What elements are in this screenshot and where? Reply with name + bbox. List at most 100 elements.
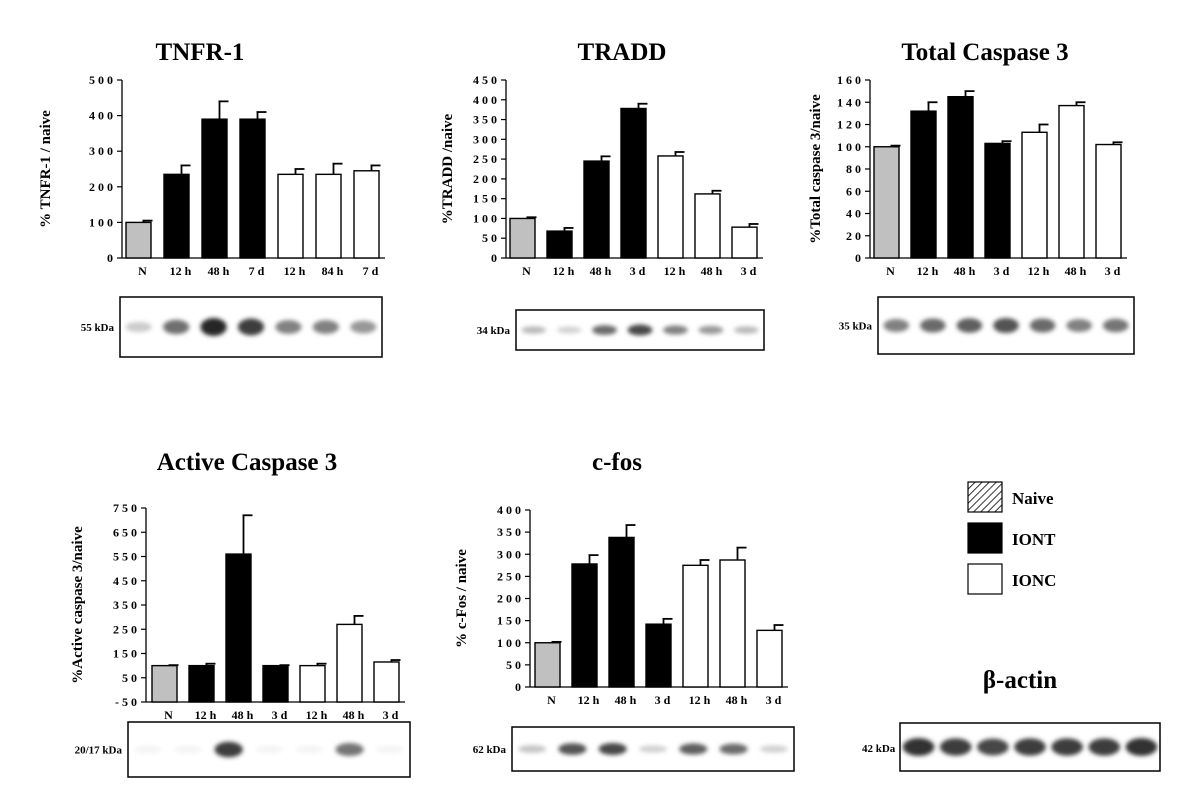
panel-2-ytick-label: 3 0 0 — [473, 132, 497, 146]
panel-1-blot-band — [312, 320, 339, 334]
panel-3-blot-label: 35 kDa — [839, 321, 873, 333]
panel-1-bar-3 — [201, 118, 228, 259]
panel-3-ytick-label: 1 0 0 — [837, 140, 861, 154]
panel-1-blot-band — [275, 320, 302, 334]
panel-4: Active Caspase 3 %Active caspase 3/naive -… — [70, 449, 411, 778]
panel-4-ytick-label: 2 5 0 — [113, 622, 137, 636]
panel-2-bar-7 — [731, 226, 758, 259]
panel-2-blot-band — [592, 325, 617, 335]
actin-blot-band — [977, 738, 1009, 756]
panel-1-bar-1 — [125, 221, 152, 259]
panel-4-xtick-label-5: 12 h — [306, 708, 328, 722]
panels-group: TNFR-1 % TNFR-1 / naive 0 1 0 0 2 0 0 3 0 0 4 … — [38, 39, 1135, 778]
panel-4-title: Active Caspase 3 — [157, 449, 338, 476]
panel-3-xtick-label-2: 12 h — [917, 264, 939, 278]
panel-1-blot-band — [125, 321, 152, 333]
panel-3-blot-band — [883, 318, 910, 333]
panel-3-ylabel: %Total caspase 3/naive — [808, 94, 824, 244]
panel-5-xtick-label-2: 12 h — [578, 693, 600, 707]
panel-5-blot-label: 62 kDa — [473, 744, 507, 756]
panel-5-xtick-label-7: 3 d — [766, 693, 782, 707]
actin-blot-band — [1051, 738, 1083, 756]
panel-4-xtick-label-7: 3 d — [383, 708, 399, 722]
panel-2-bar-2 — [546, 230, 573, 259]
panel-3-bar-7 — [1095, 143, 1122, 259]
panel-4-ytick-label: 5 0 — [122, 671, 137, 685]
panel-3-blot-band — [956, 318, 983, 333]
panel-1-ytick-label: 4 0 0 — [89, 109, 113, 123]
panel-5-blot-band — [679, 743, 708, 755]
panel-4-xtick-label-3: 48 h — [232, 708, 254, 722]
panel-1-ytick-label: 3 0 0 — [89, 144, 113, 158]
panel-5-xtick-label-5: 12 h — [689, 693, 711, 707]
panel-3-bar-3 — [947, 95, 974, 259]
panel-1: TNFR-1 % TNFR-1 / naive 0 1 0 0 2 0 0 3 0 0 4 … — [38, 39, 385, 358]
panel-3-bar-1 — [873, 146, 900, 259]
actin-blot-band — [1014, 738, 1046, 756]
panel-1-blot-band — [200, 318, 227, 336]
panel-2-xtick-label-4: 3 d — [630, 264, 646, 278]
panel-1-ytick-label: 0 — [107, 251, 113, 265]
panel-1-xtick-label-4: 7 d — [249, 264, 265, 278]
panel-5-bar-3 — [608, 536, 635, 688]
panel-2-blot-band — [627, 324, 653, 336]
panel-2-ytick-label: 2 5 0 — [473, 152, 497, 166]
panel-4-blot-band — [335, 742, 364, 757]
panel-3-ytick-label: 2 0 — [846, 229, 861, 243]
panel-4-blot-label: 20/17 kDa — [75, 745, 123, 757]
panel-4-ytick-label: 4 5 0 — [113, 574, 137, 588]
panel-5-bar-4 — [645, 623, 672, 688]
panel-2-bar-6 — [694, 193, 721, 259]
panel-3-bar-5 — [1021, 131, 1048, 259]
panel-4-bar-7 — [373, 661, 400, 703]
panel-2-xtick-label-3: 48 h — [590, 264, 612, 278]
panel-3-xtick-label-7: 3 d — [1105, 264, 1121, 278]
panel-5-blot-band — [719, 743, 748, 755]
panel-4-blot-band — [295, 745, 324, 754]
panel-5-bar-6 — [719, 559, 746, 688]
panel-4-blot-band — [214, 741, 243, 758]
panel-4-bar-6 — [336, 623, 363, 703]
panel-2-ytick-label: 0 — [491, 251, 497, 265]
panel-5-ytick-label: 1 5 0 — [497, 614, 521, 628]
panel-1-xtick-label-1: N — [138, 264, 147, 278]
panel-4-bar-2 — [188, 664, 215, 703]
panel-2-ytick-label: 4 0 0 — [473, 93, 497, 107]
legend-swatch-iont — [967, 522, 1003, 554]
panel-5-xtick-label-1: N — [547, 693, 556, 707]
actin-blot-band — [939, 738, 972, 756]
panel-1-bar-4 — [239, 118, 266, 259]
panel-4-bar-5 — [299, 664, 326, 703]
panel-1-blot-band — [237, 318, 265, 336]
panel-1-xtick-label-5: 12 h — [284, 264, 306, 278]
panel-3-blot-band — [1102, 318, 1129, 333]
panel-2-xtick-label-1: N — [522, 264, 531, 278]
panel-5-xtick-label-3: 48 h — [615, 693, 637, 707]
legend-swatch-naive — [967, 481, 1003, 513]
panel-1-xtick-label-7: 7 d — [363, 264, 379, 278]
panel-4-blot-band — [254, 745, 284, 754]
panel-5-blot-band — [558, 743, 587, 755]
panel-1-xtick-label-2: 12 h — [170, 264, 192, 278]
panel-2-bar-3 — [583, 160, 610, 259]
panel-2-blot-band — [698, 325, 724, 335]
panel-4-ytick-label: 5 5 0 — [113, 550, 137, 564]
panel-3-title: Total Caspase 3 — [901, 39, 1068, 66]
panel-4-blot-band — [134, 745, 163, 754]
panel-1-ytick-label: 1 0 0 — [89, 215, 113, 229]
panel-4-ytick-label: 3 5 0 — [113, 598, 137, 612]
panel-4-ytick-label: - 5 0 — [115, 695, 137, 709]
panel-4-xtick-label-4: 3 d — [272, 708, 288, 722]
panel-5-ytick-label: 1 0 0 — [497, 636, 521, 650]
panel-2-blot-band — [733, 326, 759, 334]
panel-5-bar-5 — [682, 564, 709, 688]
panel-2-xtick-label-5: 12 h — [664, 264, 686, 278]
panel-3-xtick-label-3: 48 h — [954, 264, 976, 278]
panel-3-xtick-label-4: 3 d — [994, 264, 1010, 278]
legend: Naive IONT IONC — [967, 481, 1056, 595]
legend-label-ionc: IONC — [1012, 571, 1056, 590]
panel-3-bar-2 — [910, 110, 937, 259]
panel-4-ylabel: %Active caspase 3/naive — [70, 526, 86, 684]
panel-2-blot-band — [521, 326, 547, 334]
